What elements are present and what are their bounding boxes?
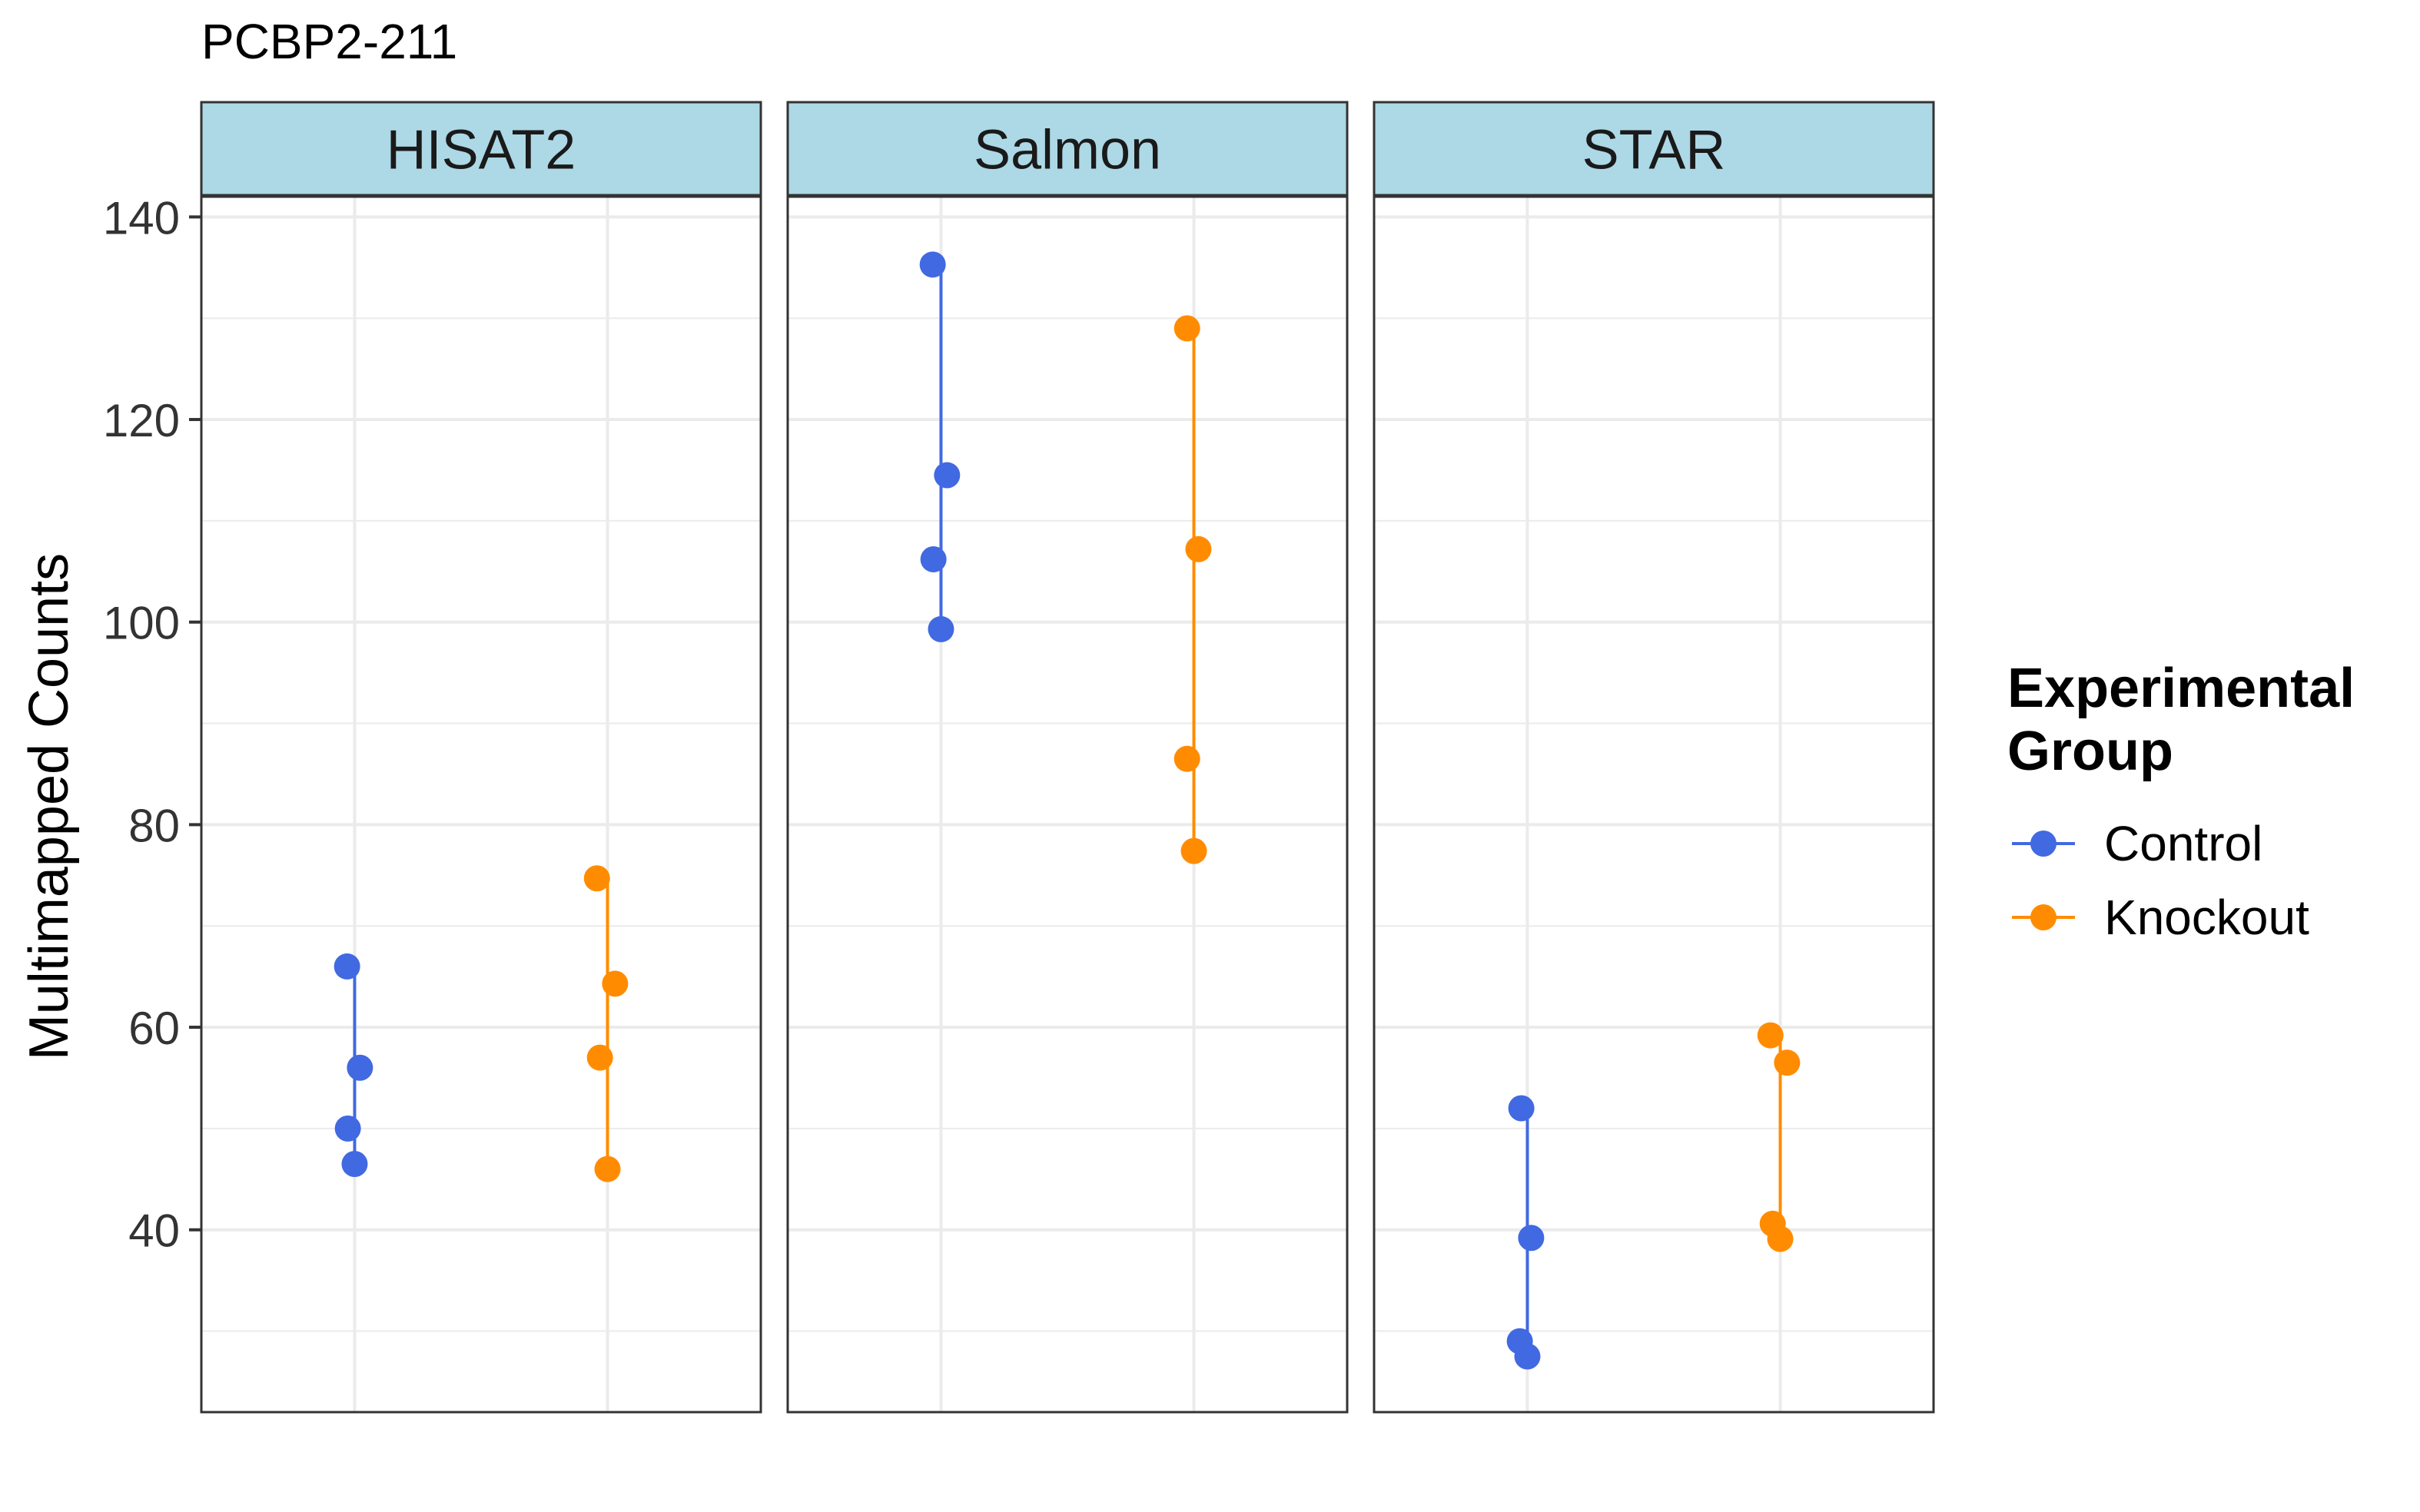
legend-key-point: [2030, 831, 2057, 857]
panel-border: [1373, 195, 1935, 1414]
data-point-knockout: [1173, 745, 1200, 772]
y-axis-label: Multimapped Counts: [18, 553, 80, 1060]
facet-strip-label: Salmon: [974, 120, 1161, 181]
facet-panel-star: STAR: [1373, 101, 1935, 1414]
data-point-control: [1508, 1095, 1535, 1122]
y-tick-label: 140: [103, 192, 180, 244]
data-point-knockout: [1173, 315, 1200, 342]
facet-strip: [1373, 101, 1935, 197]
panel-border: [200, 195, 762, 1414]
legend-title-line-1: Experimental: [2007, 658, 2355, 719]
facet-panel-hisat2: HISAT2: [200, 101, 762, 1414]
facet-strip-label: STAR: [1582, 120, 1726, 181]
data-point-control: [1514, 1343, 1541, 1370]
facet-strip-label: HISAT2: [387, 120, 576, 181]
legend-entry-knockout: Knockout: [2104, 890, 2309, 945]
y-tick-label: 120: [103, 395, 180, 446]
panel-border: [786, 195, 1349, 1414]
data-point-knockout: [594, 1156, 621, 1182]
data-point-knockout: [1757, 1022, 1784, 1049]
data-point-knockout: [583, 865, 610, 892]
data-point-control: [347, 1054, 373, 1081]
data-point-control: [928, 615, 954, 642]
data-point-control: [334, 1115, 361, 1142]
legend-title-line-2: Group: [2007, 721, 2173, 782]
panel-background: [788, 197, 1347, 1412]
data-point-knockout: [1185, 536, 1212, 562]
y-tick-label: 60: [128, 1003, 180, 1054]
facet-strip: [200, 101, 762, 197]
y-tick-label: 40: [128, 1205, 180, 1257]
data-point-control: [341, 1151, 368, 1178]
data-point-knockout: [1180, 837, 1207, 864]
data-point-control: [1518, 1225, 1545, 1252]
data-point-knockout: [1767, 1225, 1794, 1252]
legend-key-point: [2030, 904, 2057, 930]
data-point-knockout: [1774, 1049, 1801, 1076]
facet-panel-salmon: Salmon: [786, 101, 1349, 1414]
legend: Experimental Group Control Knockout: [2007, 658, 2355, 945]
panel-background: [201, 197, 761, 1412]
data-point-control: [920, 545, 947, 572]
data-point-control: [334, 953, 360, 980]
y-axis: 40 60 80 100 120 140: [103, 192, 201, 1257]
y-tick-label: 80: [128, 800, 180, 851]
data-point-knockout: [602, 970, 629, 997]
chart-title: PCBP2-211: [201, 14, 457, 69]
panel-background: [1374, 197, 1934, 1412]
data-point-knockout: [586, 1044, 613, 1071]
data-point-control: [919, 251, 946, 278]
facet-strip: [786, 101, 1349, 197]
facet-panels: HISAT2 Salmon STAR: [200, 101, 1935, 1414]
y-tick-label: 100: [103, 598, 180, 649]
legend-entry-control: Control: [2104, 816, 2262, 871]
data-point-control: [934, 462, 961, 489]
